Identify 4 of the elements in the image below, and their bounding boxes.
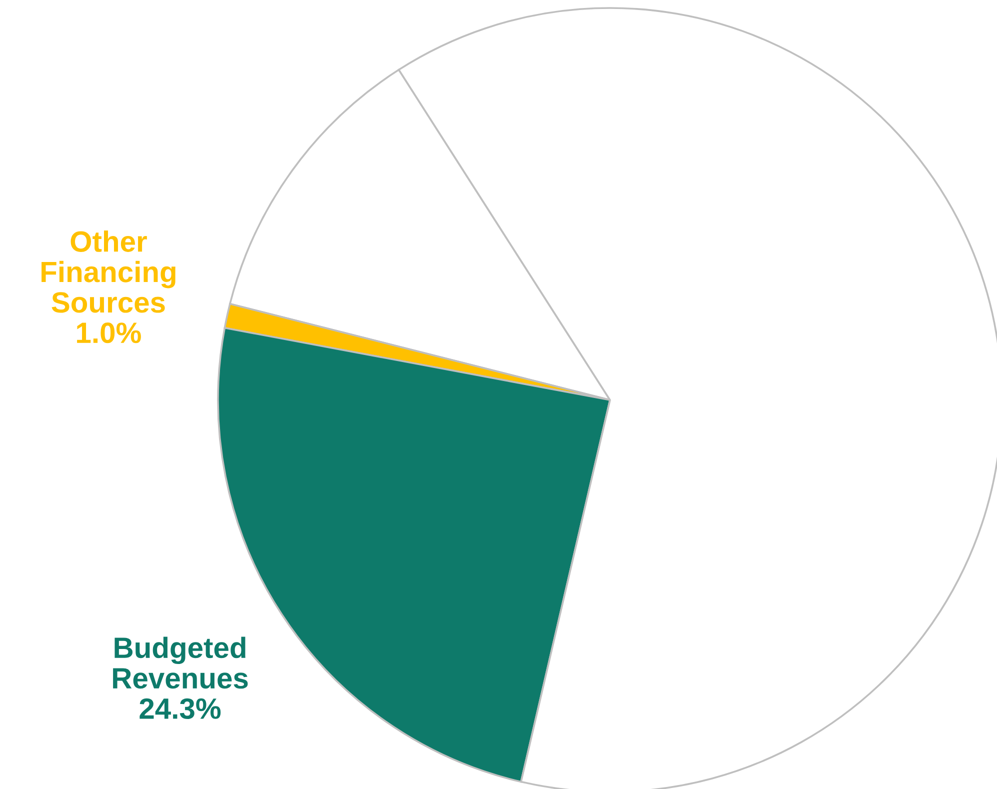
data-label: 24.3% bbox=[140, 698, 221, 720]
slice-label: Budgeted Revenues bbox=[113, 636, 248, 689]
slice-label: Other Financing Sources bbox=[42, 230, 176, 313]
data-label: 1.0% bbox=[77, 322, 141, 344]
